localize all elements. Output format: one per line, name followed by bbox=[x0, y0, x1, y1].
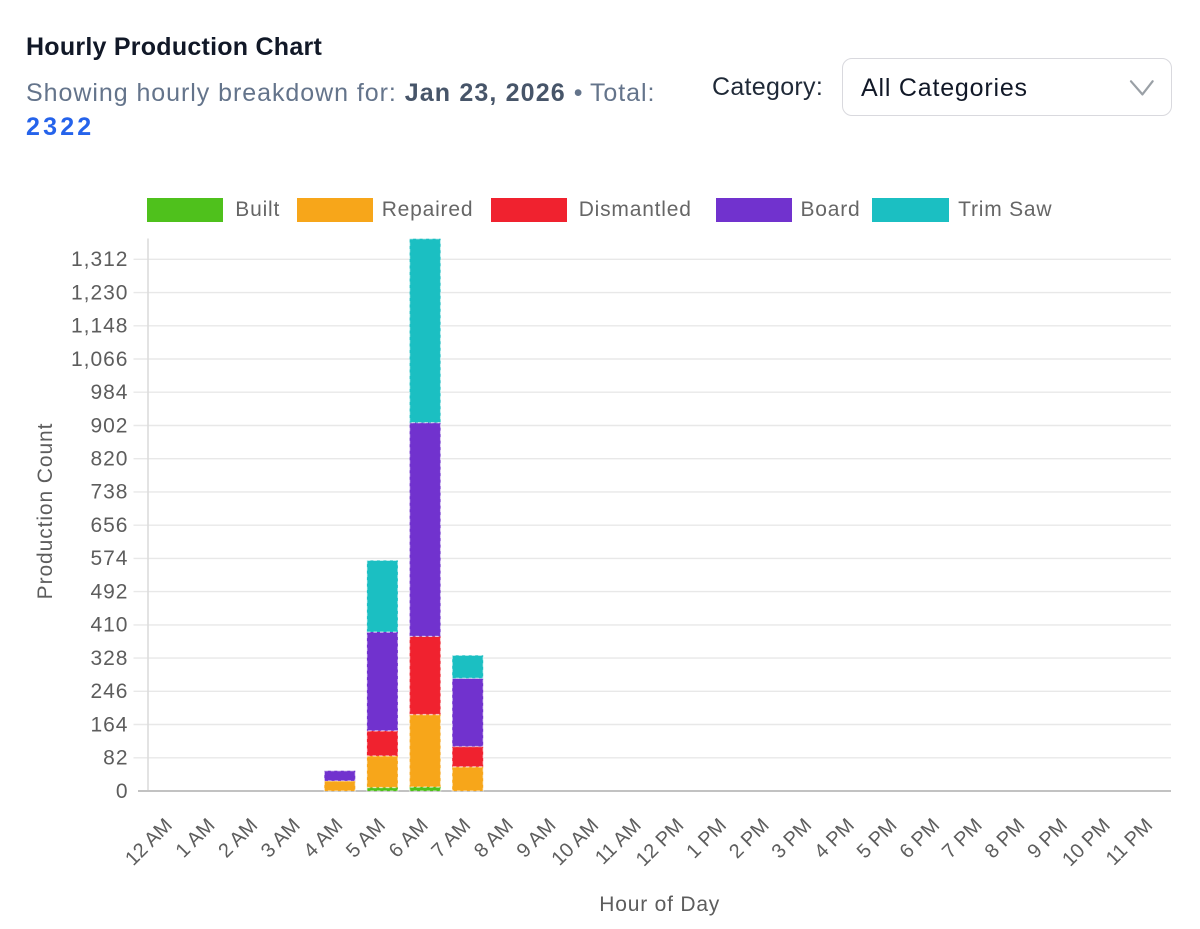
svg-text:574: 574 bbox=[90, 547, 128, 570]
svg-text:164: 164 bbox=[90, 713, 128, 736]
svg-text:984: 984 bbox=[90, 381, 128, 404]
svg-text:902: 902 bbox=[90, 414, 128, 437]
svg-text:3 PM: 3 PM bbox=[768, 814, 817, 863]
svg-text:5 PM: 5 PM bbox=[853, 814, 902, 863]
svg-text:656: 656 bbox=[90, 514, 128, 537]
svg-text:492: 492 bbox=[90, 580, 128, 603]
svg-text:6 PM: 6 PM bbox=[896, 814, 945, 863]
svg-text:1,312: 1,312 bbox=[71, 248, 129, 271]
svg-text:5 AM: 5 AM bbox=[342, 814, 390, 862]
svg-text:4 PM: 4 PM bbox=[810, 814, 859, 863]
svg-text:7 PM: 7 PM bbox=[938, 814, 987, 863]
svg-text:820: 820 bbox=[90, 448, 128, 471]
svg-text:12 PM: 12 PM bbox=[632, 814, 688, 870]
svg-text:2 AM: 2 AM bbox=[214, 814, 262, 862]
svg-text:8 PM: 8 PM bbox=[981, 814, 1030, 863]
svg-text:2 PM: 2 PM bbox=[725, 814, 774, 863]
svg-text:3 AM: 3 AM bbox=[257, 814, 305, 862]
svg-text:0: 0 bbox=[116, 780, 129, 803]
svg-text:Hour of Day: Hour of Day bbox=[599, 893, 720, 916]
svg-text:11 PM: 11 PM bbox=[1102, 814, 1157, 869]
svg-text:1,148: 1,148 bbox=[71, 315, 129, 338]
svg-text:4 AM: 4 AM bbox=[300, 814, 348, 862]
svg-text:1,230: 1,230 bbox=[71, 281, 129, 304]
svg-text:246: 246 bbox=[90, 680, 128, 703]
svg-text:12 AM: 12 AM bbox=[121, 814, 177, 870]
svg-text:1,066: 1,066 bbox=[71, 348, 129, 371]
svg-text:328: 328 bbox=[90, 647, 128, 670]
svg-text:10 AM: 10 AM bbox=[547, 814, 603, 870]
svg-text:410: 410 bbox=[90, 614, 128, 637]
svg-text:7 AM: 7 AM bbox=[427, 814, 475, 862]
svg-text:1 PM: 1 PM bbox=[682, 814, 731, 863]
svg-text:1 AM: 1 AM bbox=[172, 814, 220, 862]
svg-text:738: 738 bbox=[90, 481, 128, 504]
svg-text:6 AM: 6 AM bbox=[385, 814, 433, 862]
svg-text:Production Count: Production Count bbox=[34, 423, 57, 600]
svg-text:10 PM: 10 PM bbox=[1058, 814, 1114, 870]
svg-text:82: 82 bbox=[103, 747, 128, 770]
svg-text:8 AM: 8 AM bbox=[470, 814, 518, 862]
